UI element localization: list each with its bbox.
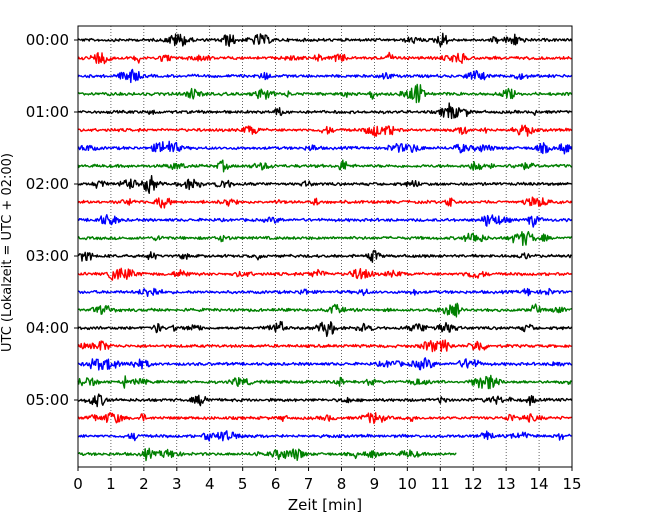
seismogram-trace <box>77 430 572 442</box>
x-axis-ticks: 0 1 2 3 4 5 6 7 8 9 10 11 12 13 14 15 <box>73 467 582 493</box>
x-tick-label: 6 <box>271 475 281 493</box>
seismogram-trace <box>77 159 573 173</box>
seismogram-trace <box>77 357 573 371</box>
seismogram-traces <box>77 32 573 462</box>
seismogram-trace <box>77 412 572 425</box>
seismogram-trace <box>77 140 573 155</box>
x-tick-label: 13 <box>497 475 516 493</box>
seismogram-trace <box>77 174 573 194</box>
seismogram-trace <box>77 214 573 228</box>
y-axis-ticks: 00:00 01:00 02:00 03:00 04:00 05:00 <box>26 31 78 409</box>
y-tick-label: 02:00 <box>26 175 69 193</box>
x-tick-label: 0 <box>73 475 83 493</box>
x-tick-label: 2 <box>139 475 149 493</box>
seismogram-trace <box>77 196 573 209</box>
y-tick-label: 01:00 <box>26 103 69 121</box>
x-tick-label: 11 <box>431 475 450 493</box>
y-tick-label: 05:00 <box>26 391 69 409</box>
seismogram-trace <box>77 320 573 338</box>
plot-frame <box>77 25 573 468</box>
plot-area <box>78 26 572 467</box>
y-tick-label: 03:00 <box>26 247 69 265</box>
y-tick-label: 04:00 <box>26 319 69 337</box>
seismogram-trace <box>77 83 573 104</box>
seismogram-trace <box>77 302 572 318</box>
seismogram-trace <box>77 339 572 353</box>
seismogram-trace <box>77 393 573 408</box>
x-tick-label: 4 <box>205 475 215 493</box>
x-tick-label: 7 <box>304 475 314 493</box>
x-axis-label: Zeit [min] <box>288 496 362 514</box>
seismogram-trace <box>77 249 573 263</box>
seismogram-trace <box>77 32 573 48</box>
x-tick-label: 1 <box>106 475 116 493</box>
seismogram-trace <box>77 102 573 120</box>
x-tick-label: 5 <box>238 475 248 493</box>
seismogram-trace <box>77 124 573 137</box>
x-tick-label: 3 <box>172 475 182 493</box>
x-tick-label: 9 <box>370 475 380 493</box>
y-axis-label: UTC (Lokalzeit = UTC + 02:00) <box>0 153 15 352</box>
x-tick-label: 10 <box>398 475 417 493</box>
x-tick-label: 12 <box>464 475 483 493</box>
seismogram-trace <box>77 447 457 462</box>
seismogram-trace <box>77 287 572 298</box>
x-tick-label: 14 <box>530 475 549 493</box>
seismogram-trace <box>77 51 572 65</box>
seismogram-trace <box>77 68 573 84</box>
seismogram-trace <box>77 231 573 246</box>
x-tick-label: 8 <box>337 475 347 493</box>
x-tick-label: 15 <box>562 475 581 493</box>
y-tick-label: 00:00 <box>26 31 69 49</box>
seismogram-trace <box>77 267 572 281</box>
seismogram-trace <box>77 374 573 390</box>
